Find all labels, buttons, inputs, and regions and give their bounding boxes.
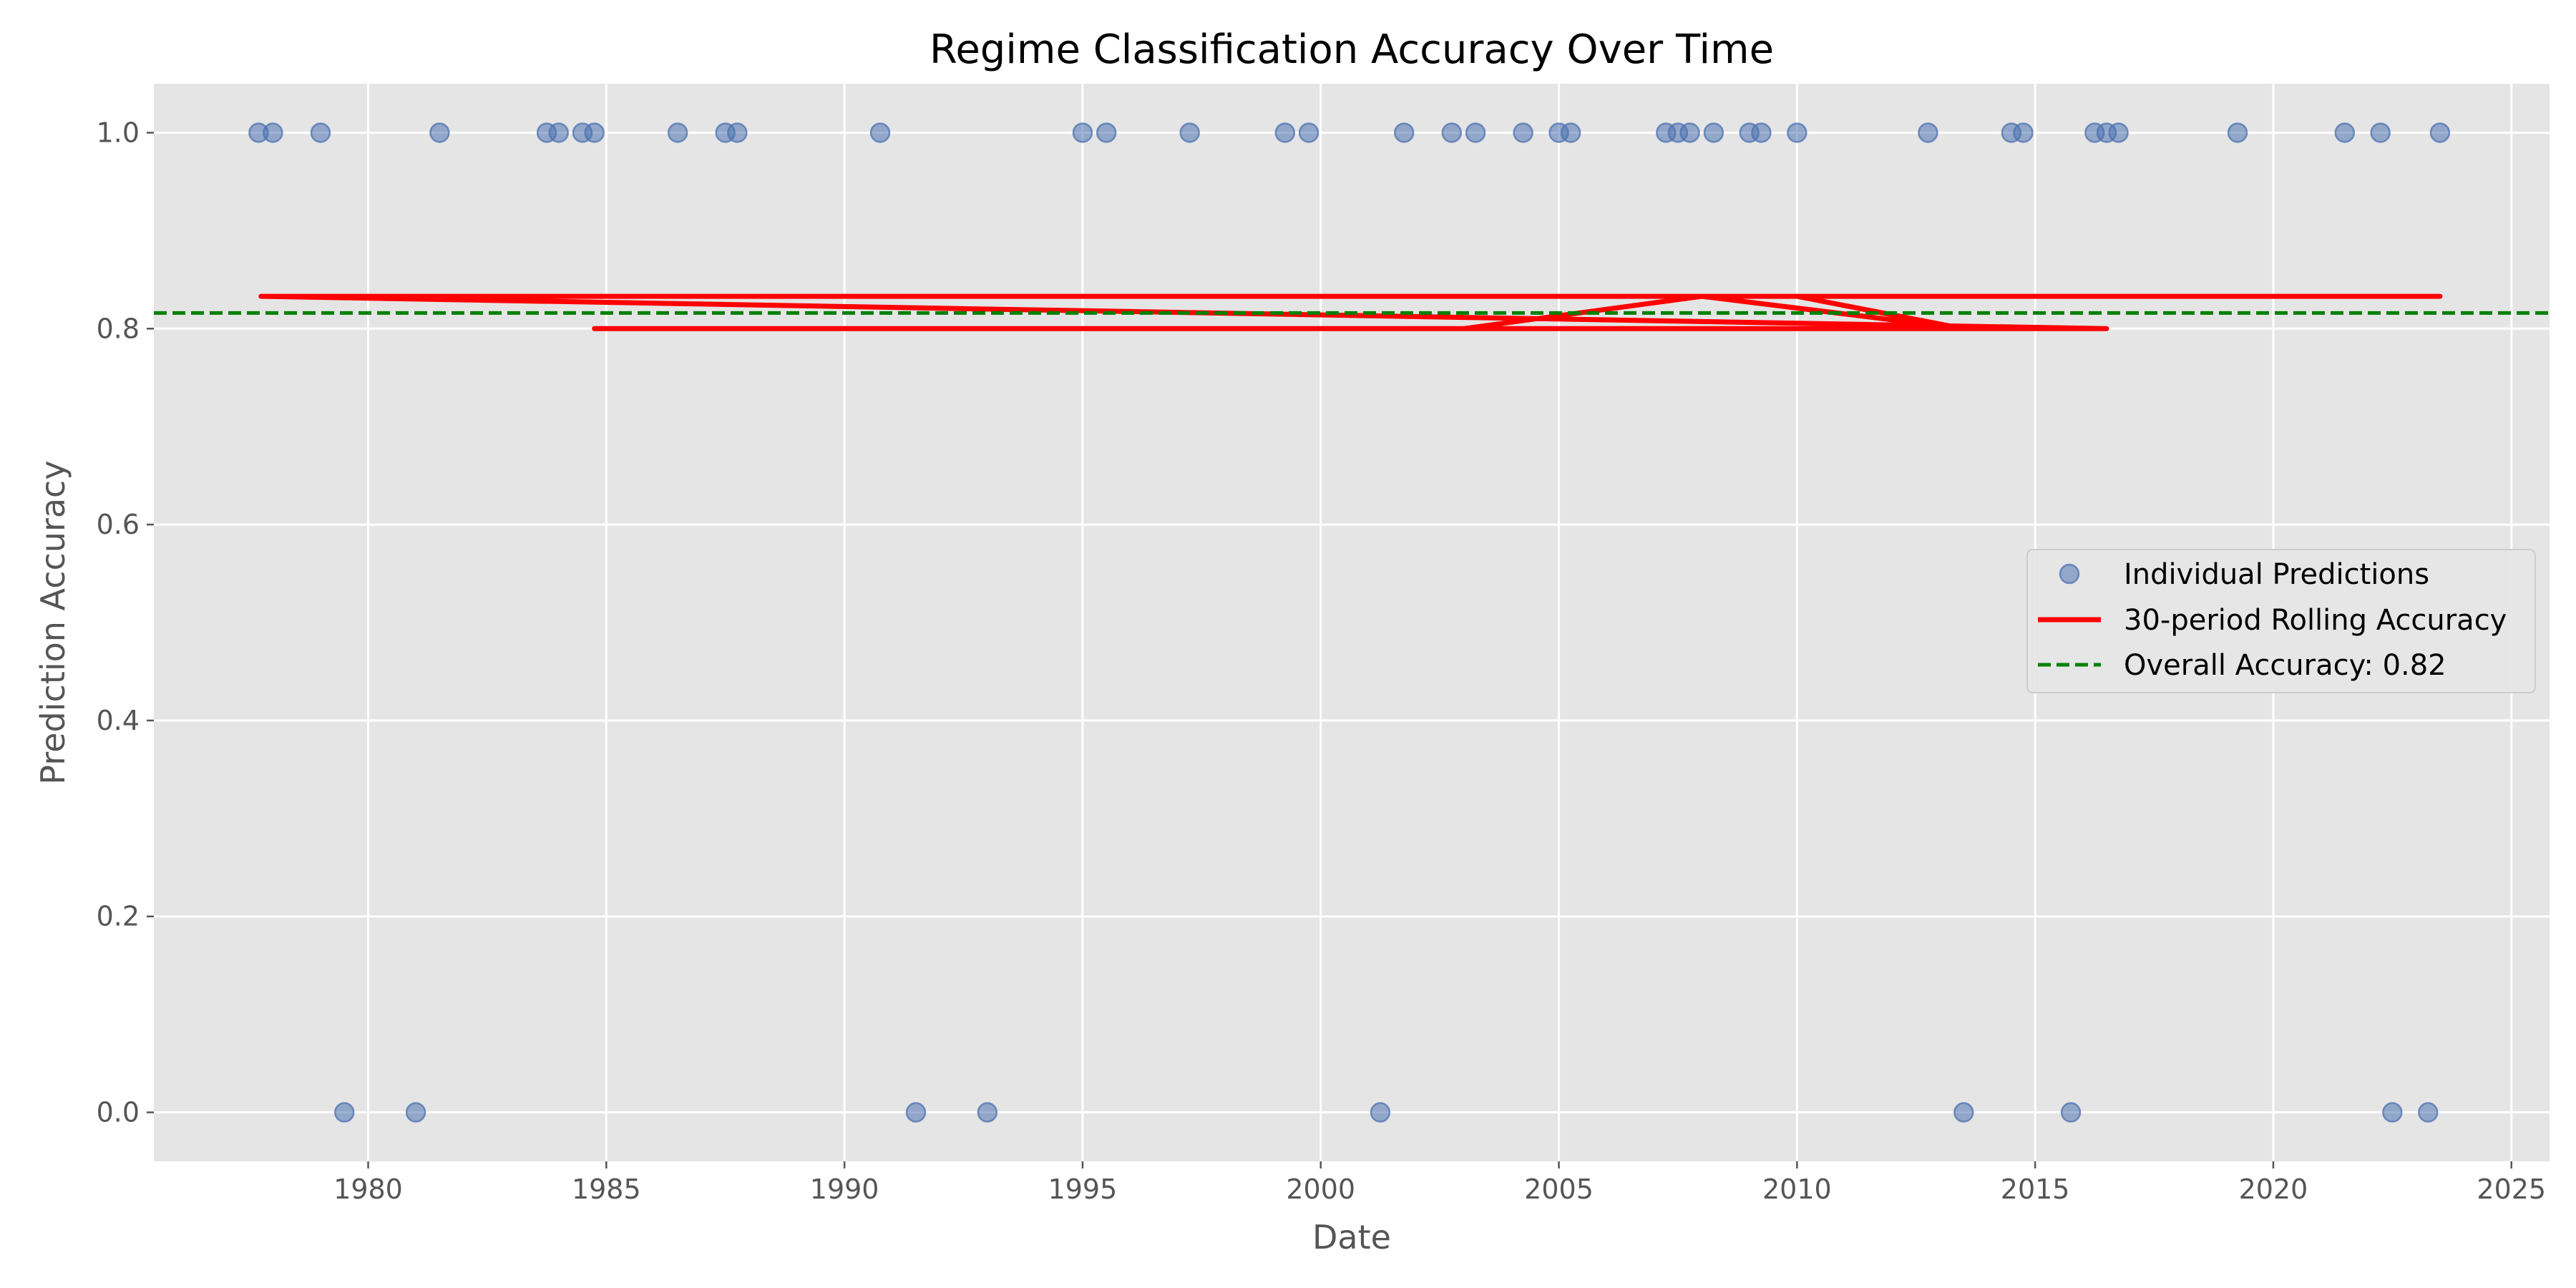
y-tick-label: 0.0: [97, 1097, 140, 1128]
y-tick-label: 1.0: [97, 117, 140, 148]
data-point: [1298, 122, 1319, 143]
data-point: [310, 122, 331, 143]
data-point: [1393, 122, 1415, 143]
data-point: [1679, 122, 1700, 143]
data-point: [2334, 122, 2356, 143]
data-point: [2370, 122, 2391, 143]
data-point: [905, 1102, 927, 1123]
data-point: [2429, 122, 2451, 143]
x-tick-label: 1990: [810, 1174, 879, 1205]
y-tick-label: 0.4: [97, 705, 140, 736]
x-tick-label: 1985: [572, 1174, 641, 1205]
data-point: [1751, 122, 1772, 143]
chart-title: Regime Classification Accuracy Over Time: [930, 26, 1774, 73]
data-point: [977, 1102, 998, 1123]
legend-entry-rolling-accuracy: 30-period Rolling Accuracy: [2124, 604, 2507, 637]
data-point: [333, 1102, 355, 1123]
x-tick-label: 2015: [2001, 1174, 2070, 1205]
legend-box: [2026, 549, 2536, 693]
data-point: [405, 1102, 426, 1123]
data-point: [2060, 1102, 2082, 1123]
data-point: [1370, 1102, 1391, 1123]
legend-marker-individual-predictions: [2059, 563, 2080, 585]
data-point: [1072, 122, 1093, 143]
data-point: [2418, 1102, 2439, 1123]
individual-predictions-series: [248, 122, 2451, 1123]
x-axis: 1980 1985 1990 1995 2000 2005 2010 2015 2020 2025: [333, 1161, 2546, 1205]
data-point: [263, 122, 283, 143]
legend-entry-individual-predictions: Individual Predictions: [2124, 558, 2429, 591]
data-point: [429, 122, 450, 143]
data-point: [727, 122, 748, 143]
data-point: [1096, 122, 1117, 143]
data-point: [1953, 1102, 1974, 1123]
y-tick-label: 0.6: [97, 509, 140, 540]
x-tick-label: 2010: [1762, 1174, 1832, 1205]
x-tick-label: 2020: [2239, 1174, 2308, 1205]
y-axis-label: Prediction Accuracy: [34, 460, 72, 784]
rolling-accuracy-series: [258, 293, 2443, 331]
data-point: [2227, 122, 2248, 143]
data-point: [1274, 122, 1296, 143]
data-point: [1787, 122, 1807, 143]
data-point: [869, 122, 891, 143]
rolling-accuracy-line: [258, 293, 2443, 331]
data-point: [667, 122, 688, 143]
x-tick-label: 1995: [1048, 1174, 1118, 1205]
x-axis-label: Date: [1312, 1218, 1391, 1257]
data-point: [2382, 1102, 2403, 1123]
x-tick-label: 1980: [333, 1174, 403, 1205]
data-point: [1918, 122, 1938, 143]
data-point: [1513, 122, 1533, 143]
x-tick-label: 2025: [2477, 1174, 2546, 1205]
data-point: [1441, 122, 1463, 143]
y-tick-label: 0.2: [97, 901, 140, 932]
data-point: [584, 122, 605, 143]
data-point: [1465, 122, 1486, 143]
data-point: [1179, 122, 1200, 143]
legend-entry-overall-accuracy: Overall Accuracy: 0.82: [2124, 649, 2446, 682]
data-point: [2108, 122, 2129, 143]
legend: Individual Predictions 30-period Rolling…: [2026, 549, 2536, 693]
data-point: [548, 122, 570, 143]
y-tick-label: 0.8: [97, 313, 140, 344]
x-tick-label: 2000: [1286, 1174, 1355, 1205]
data-point: [2013, 122, 2034, 143]
y-axis: 0.0 0.2 0.4 0.6 0.8 1.0: [97, 117, 154, 1128]
data-point: [1560, 122, 1581, 143]
x-tick-label: 2005: [1524, 1174, 1594, 1205]
data-point: [1703, 122, 1724, 143]
